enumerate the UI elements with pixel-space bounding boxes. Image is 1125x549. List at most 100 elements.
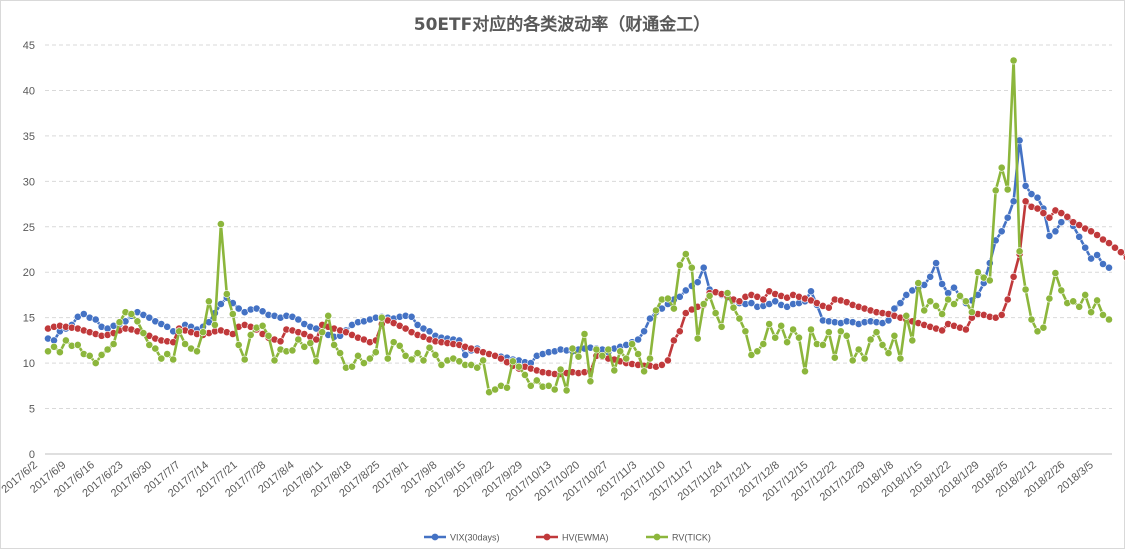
data-point (1021, 285, 1030, 294)
data-point (145, 340, 154, 349)
data-point (896, 299, 905, 307)
data-point (145, 313, 154, 322)
data-point (1117, 248, 1125, 257)
data-point (348, 362, 356, 371)
data-point (842, 331, 851, 340)
data-point (819, 340, 827, 349)
data-point (419, 356, 428, 365)
data-point (1081, 243, 1090, 252)
data-point (330, 340, 338, 349)
data-point (664, 356, 672, 365)
data-point (729, 303, 738, 312)
data-point (1105, 315, 1113, 324)
data-point (765, 320, 774, 328)
y-tick-label: 35 (23, 131, 35, 143)
data-point (681, 309, 690, 317)
legend-item[interactable]: RV(TICK) (646, 533, 711, 543)
data-point (515, 362, 523, 371)
data-point (926, 297, 935, 306)
data-point (497, 354, 505, 363)
data-point (616, 347, 625, 356)
y-tick-label: 45 (23, 40, 35, 52)
data-point (556, 365, 565, 374)
data-point (115, 318, 124, 327)
data-point (628, 340, 636, 348)
data-point (222, 290, 231, 298)
data-point (932, 301, 940, 310)
data-point (407, 312, 416, 321)
legend-item[interactable]: HV(EWMA) (536, 533, 609, 543)
legend-swatch-marker (653, 533, 661, 541)
data-point (371, 348, 380, 357)
data-point (1063, 212, 1072, 221)
data-point (169, 355, 178, 364)
data-point (509, 357, 517, 366)
data-point (699, 263, 708, 272)
data-point (455, 357, 464, 366)
data-point (908, 336, 917, 345)
data-point (991, 186, 1000, 195)
data-point (1009, 56, 1018, 65)
data-point (848, 356, 857, 365)
data-point (401, 324, 410, 333)
data-point (1015, 247, 1024, 256)
data-point (1027, 315, 1036, 324)
data-point (753, 347, 762, 356)
data-point (652, 306, 660, 315)
data-point (312, 357, 321, 366)
data-point (365, 354, 374, 363)
data-point (1039, 209, 1048, 217)
y-tick-label: 25 (23, 222, 35, 234)
data-point (920, 306, 929, 315)
data-point (1039, 323, 1048, 332)
data-point (801, 367, 809, 376)
y-axis: 0 5 10 15 20 25 30 35 40 45 (23, 40, 35, 461)
data-point (836, 327, 845, 336)
legend-item[interactable]: VIX(30days) (424, 533, 500, 543)
data-point (795, 333, 803, 342)
data-point (1075, 221, 1084, 229)
data-point (872, 328, 881, 337)
data-point (407, 355, 416, 364)
series-RV(TICK) (44, 56, 1113, 397)
data-point (1093, 251, 1101, 259)
legend[interactable]: VIX(30days) HV(EWMA) RV(TICK) (424, 533, 711, 543)
data-point (377, 313, 386, 322)
data-point (163, 322, 172, 331)
data-point (288, 346, 297, 355)
data-point (902, 290, 911, 299)
y-tick-label: 0 (29, 449, 35, 461)
data-point (1033, 327, 1042, 336)
data-point (723, 289, 732, 297)
data-point (413, 349, 422, 357)
data-point (1027, 190, 1036, 198)
data-point (1111, 243, 1119, 252)
data-point (670, 336, 678, 345)
data-point (300, 342, 309, 351)
data-point (1093, 231, 1101, 239)
data-point (777, 321, 786, 330)
legend-label: HV(EWMA) (562, 533, 609, 543)
data-point (103, 345, 112, 354)
data-point (461, 350, 470, 359)
data-point (670, 304, 678, 313)
series-group (44, 56, 1125, 397)
data-point (675, 292, 684, 301)
data-point (204, 297, 213, 306)
data-point (824, 328, 833, 337)
data-point (747, 350, 756, 359)
data-point (1105, 239, 1113, 247)
data-point (687, 263, 696, 272)
data-point (175, 327, 183, 336)
data-point (127, 310, 136, 318)
legend-swatch-marker (543, 533, 551, 541)
data-point (324, 311, 333, 320)
data-point (234, 340, 243, 349)
data-point (884, 349, 893, 357)
data-point (664, 294, 672, 303)
data-point (240, 355, 249, 364)
data-point (91, 315, 100, 324)
data-point (699, 300, 708, 308)
data-point (1045, 294, 1054, 303)
